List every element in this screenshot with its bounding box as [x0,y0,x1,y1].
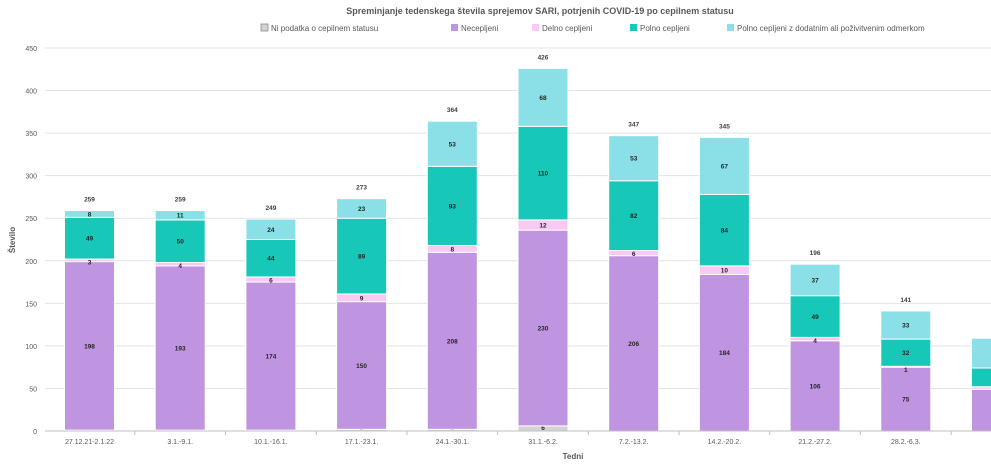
total-label: 259 [175,197,186,204]
data-label: 4 [813,338,817,345]
data-label: 24 [267,227,275,234]
data-label: 110 [538,171,549,178]
y-tick-label: 100 [25,344,37,351]
data-label: 6 [632,251,636,258]
y-tick-label: 350 [25,131,37,138]
data-label: 68 [539,95,547,102]
total-label: 347 [628,122,639,129]
legend-label: Delno cepljeni [542,24,592,33]
data-label: 174 [265,354,276,361]
data-label: 184 [719,350,730,357]
total-label: 273 [356,185,367,192]
x-tick-label: 31.1.-6.2. [528,439,558,446]
y-axis-ticks: 0 50 100 150 200 250 300 350 400 450 [25,46,37,436]
legend-label: Polno cepljeni [640,24,690,33]
data-label: 32 [902,350,910,357]
x-tick-label: 14.2.-20.2. [708,439,742,446]
data-label: 53 [449,141,457,148]
legend-label: Polno cepljeni z dodatnim ali poživitven… [737,24,925,33]
legend: Ni podatka o cepilnem statusu Necepljeni D… [261,24,925,33]
data-label: 150 [356,363,367,370]
y-tick-label: 0 [33,429,37,436]
y-axis-label: Število [8,227,17,253]
data-label: 8 [450,246,454,253]
data-label: 89 [358,254,366,261]
chart-title: Spreminjanje tedenskega števila sprejemo… [346,6,734,16]
x-tick-label: 24.1.-30.1. [436,439,470,446]
total-label: 364 [447,107,458,114]
data-label: 8 [88,211,92,218]
data-label: 53 [630,156,638,163]
data-label: 9 [360,295,364,302]
data-label: 49 [86,236,94,243]
total-label: 249 [265,205,276,212]
data-label: 23 [358,206,366,213]
data-label: 3 [88,260,92,267]
y-tick-label: 300 [25,174,37,181]
legend-swatch [532,24,539,31]
data-label: 37 [811,277,819,284]
legend-swatch [727,24,734,31]
bars: 1198349825911934501125911746442424921509… [65,54,991,432]
legend-label: Ni podatka o cepilnem statusu [271,24,378,33]
data-label: 206 [628,341,639,348]
data-label: 6 [269,277,273,284]
total-label: 259 [84,197,95,204]
data-label: 208 [447,338,458,345]
data-label: 193 [175,346,186,353]
x-axis-ticks: 27.12.21-2.1.22 3.1.-9.1. 10.1.-16.1. 17.1.… [65,431,991,446]
y-tick-label: 200 [25,259,37,266]
data-label: 1 [904,367,908,374]
data-label: 67 [721,163,729,170]
y-tick-label: 150 [25,301,37,308]
data-label: 49 [811,314,819,321]
x-tick-label: 17.1.-23.1. [345,439,379,446]
x-tick-label: 21.2.-27.2. [798,439,832,446]
x-axis-label: Tedni [563,452,584,461]
data-label: 198 [84,343,95,350]
y-tick-label: 250 [25,216,37,223]
data-label: 82 [630,213,638,220]
data-label: 44 [267,256,275,263]
x-tick-label: 28.2.-6.3. [891,439,921,446]
bar-segment [972,338,991,368]
y-tick-label: 450 [25,46,37,53]
y-tick-label: 400 [25,89,37,96]
data-label: 93 [449,203,457,210]
x-tick-label: 7.2.-13.2. [619,439,649,446]
data-label: 230 [538,326,549,333]
bar-segment [972,389,991,431]
y-tick-label: 50 [29,386,37,393]
legend-label: Necepljeni [461,24,499,33]
x-tick-label: 10.1.-16.1. [254,439,288,446]
data-label: 84 [721,228,729,235]
data-label: 11 [177,213,184,220]
data-label: 10 [721,268,729,275]
legend-swatch [451,24,458,31]
legend-swatch [261,24,268,31]
total-label: 345 [719,123,730,130]
x-tick-label: 3.1.-9.1. [167,439,193,446]
data-label: 106 [810,383,821,390]
bar-segment [972,368,991,387]
total-label: 141 [900,297,911,304]
data-label: 33 [902,323,910,330]
legend-swatch [630,24,637,31]
total-label: 426 [538,54,549,61]
total-label: 196 [810,250,821,257]
data-label: 50 [177,239,185,246]
data-label: 12 [539,223,547,230]
x-tick-label: 27.12.21-2.1.22 [65,439,114,446]
data-label: 4 [178,263,182,270]
data-label: 75 [902,397,910,404]
